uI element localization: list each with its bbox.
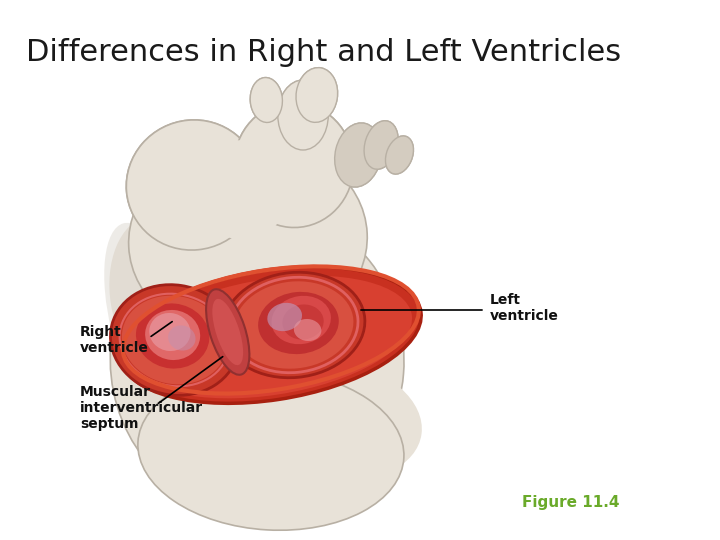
Ellipse shape [258, 292, 339, 354]
Ellipse shape [197, 140, 289, 240]
Ellipse shape [121, 267, 421, 403]
Ellipse shape [278, 80, 328, 150]
Ellipse shape [197, 140, 289, 240]
Ellipse shape [149, 313, 191, 351]
Ellipse shape [250, 78, 282, 123]
Ellipse shape [109, 215, 212, 374]
Ellipse shape [294, 319, 321, 341]
Ellipse shape [138, 370, 404, 530]
Ellipse shape [206, 289, 249, 375]
Ellipse shape [385, 136, 413, 174]
Ellipse shape [234, 103, 354, 227]
Ellipse shape [130, 275, 412, 399]
Ellipse shape [212, 299, 243, 365]
Ellipse shape [296, 68, 338, 123]
Text: Figure 11.4: Figure 11.4 [522, 495, 620, 510]
Ellipse shape [278, 80, 328, 150]
Ellipse shape [129, 140, 367, 340]
Ellipse shape [282, 305, 324, 340]
Text: Left
ventricle: Left ventricle [490, 293, 558, 323]
Ellipse shape [145, 310, 200, 360]
Ellipse shape [168, 326, 196, 350]
Ellipse shape [126, 120, 259, 250]
Text: Differences in Right and Left Ventricles: Differences in Right and Left Ventricles [26, 38, 621, 67]
Ellipse shape [239, 359, 422, 481]
Ellipse shape [222, 272, 365, 378]
Text: Right
ventricle: Right ventricle [80, 325, 149, 355]
Ellipse shape [296, 68, 338, 123]
Ellipse shape [104, 223, 189, 417]
Ellipse shape [250, 78, 282, 123]
Ellipse shape [126, 120, 259, 250]
Ellipse shape [335, 123, 382, 187]
Ellipse shape [267, 303, 302, 331]
Ellipse shape [364, 121, 398, 169]
Ellipse shape [136, 303, 210, 369]
Text: Muscular
interventricular
septum: Muscular interventricular septum [80, 385, 203, 431]
Ellipse shape [110, 205, 404, 515]
Ellipse shape [234, 103, 354, 227]
Ellipse shape [271, 296, 331, 344]
Ellipse shape [122, 296, 227, 384]
Ellipse shape [385, 136, 413, 174]
Ellipse shape [335, 123, 382, 187]
Ellipse shape [234, 281, 354, 369]
Ellipse shape [110, 285, 238, 395]
Ellipse shape [364, 121, 398, 169]
